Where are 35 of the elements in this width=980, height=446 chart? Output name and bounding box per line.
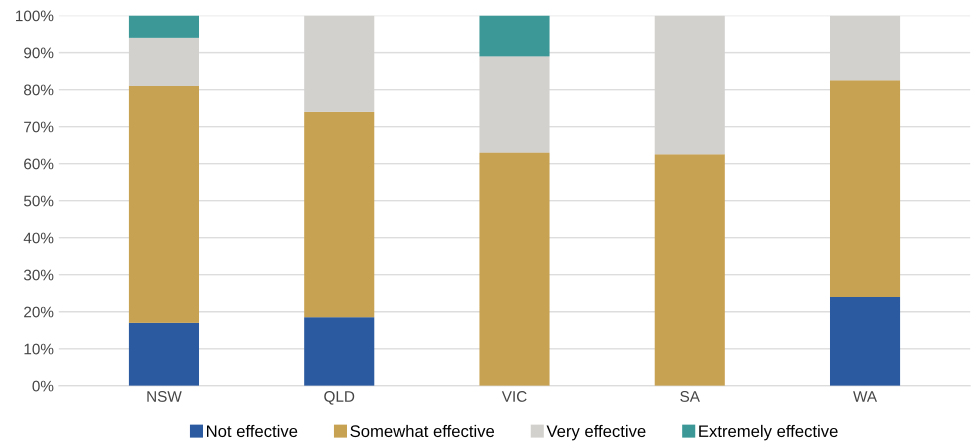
y-tick-label: 100%: [16, 10, 54, 22]
bar: [830, 80, 900, 297]
y-tick-label: 20%: [24, 306, 54, 318]
x-tick-label: SA: [680, 391, 700, 402]
x-tick-label: WA: [853, 391, 878, 402]
bar: [128, 86, 200, 323]
y-tick-label: 0%: [32, 380, 54, 392]
bar: [479, 16, 550, 56]
y-tick-label: 30%: [24, 270, 54, 280]
y-tick-label: 10%: [24, 344, 54, 354]
x-tick-label: QLD: [324, 391, 354, 405]
bar: [128, 16, 200, 38]
y-tick-label: 80%: [24, 84, 54, 96]
bar: [830, 296, 900, 386]
legend-label: Very effective: [546, 424, 646, 440]
bar: [128, 322, 200, 386]
y-tick-label: 90%: [24, 47, 54, 58]
bar: [830, 16, 900, 80]
legend-label: Not effective: [207, 424, 298, 438]
legend-label: Extremely effective: [699, 424, 838, 440]
y-tick-label: 40%: [24, 232, 54, 244]
y-tick-label: 60%: [24, 158, 54, 170]
bar: [304, 16, 374, 112]
x-tick-label: NSW: [147, 391, 182, 402]
y-tick-label: 50%: [24, 196, 54, 206]
bar: [128, 38, 200, 86]
bar: [479, 56, 550, 153]
bar: [654, 154, 725, 386]
bar: [479, 152, 550, 386]
bar: [304, 317, 374, 386]
legend-label: Somewhat effective: [350, 424, 494, 438]
y-tick-label: 70%: [24, 122, 54, 132]
bar: [304, 112, 374, 318]
x-tick-label: VIC: [502, 391, 527, 402]
bar: [654, 16, 725, 154]
